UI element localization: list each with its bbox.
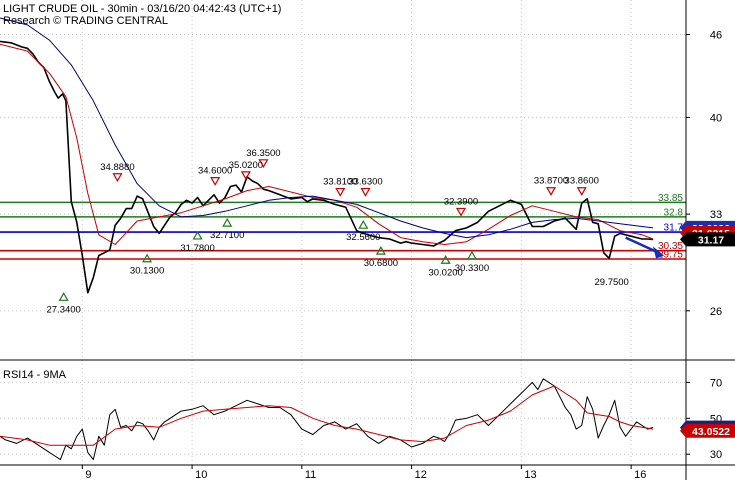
annotations-layer: 27.3400 34.8880 30.1300 31.7800 32.7100 34.60… [46,148,665,315]
chart-subtitle: Research © TRADING CENTRAL [3,15,168,27]
rsi-title: RSI14 - 9MA [3,369,67,381]
price-tick-label: 33 [710,209,722,221]
swing-high-label: 33.6300 [348,177,382,188]
swing-low-marker [358,219,369,229]
swing-high-marker [360,187,371,197]
swing-high-label: 33.8100 [323,177,357,188]
rsi-series-rsi_ma [0,385,654,446]
swing-high-label: 34.6000 [198,166,232,177]
price-tick-label: 46 [710,30,722,42]
swing-high-label: 32.3900 [444,196,478,207]
swing-low-marker [192,230,203,240]
swing-high-marker [112,173,123,182]
forecast-arrow-head [653,246,665,259]
x-tick-label: 10 [195,469,207,480]
series-layer [0,17,654,461]
swing-low-label: 30.3300 [455,263,489,274]
swing-low-label: 30.6800 [364,258,398,269]
swing-high-marker [258,159,269,169]
price-series-ma_slow [0,17,654,239]
level-label-33.85: 33.85 [658,193,683,204]
swing-high-marker [240,171,251,181]
swing-low-label: 27.3400 [46,304,80,315]
swing-high-marker [545,187,557,196]
rsi-series-rsi [0,378,654,461]
level-label-29.75: 29.75 [658,249,683,260]
rsi-tag-label: 43.0522 [692,426,730,438]
rsi-tick-label: 30 [710,449,722,461]
swing-low-marker [58,292,69,301]
swing-high-label: 34.8880 [100,162,134,173]
price-tag-bg [680,232,735,247]
swing-high-label: 36.3500 [246,148,280,159]
target-label: 29.7500 [595,277,629,288]
swing-high-label: 33.8700 [534,176,568,187]
swing-high-marker [455,207,467,217]
swing-low-label: 30.1300 [130,266,164,277]
x-tick-label: 9 [85,469,91,480]
level-label-30.35: 30.35 [658,241,683,252]
swing-low-label: 30.0200 [428,267,462,278]
price-tick-label: 26 [710,306,722,318]
x-tick-label: 13 [524,469,536,480]
x-tick-label: 11 [305,469,316,480]
chart-title: LIGHT CRUDE OIL - 30min - 03/16/20 04:42… [3,3,281,15]
rsi-tick-label: 70 [710,377,722,389]
price-tag-label: 31.17 [698,234,724,246]
price-tick-label: 40 [710,112,722,124]
rsi-tag-bg [680,423,735,438]
swing-low-marker [440,255,451,264]
swing-low-marker [375,245,386,255]
level-label-31.7: 31.7 [664,223,684,234]
swing-high-label: 33.8600 [565,176,599,187]
x-tick-label: 16 [634,469,646,480]
swing-low-marker [142,253,153,263]
x-tick-label: 12 [415,469,427,480]
swing-high-label: 35.0200 [229,160,263,171]
price-series-ma_fast [0,43,654,245]
swing-high-marker [335,187,346,197]
swing-low-label: 32.5600 [346,232,380,243]
swing-low-marker [222,217,233,227]
swing-high-marker [210,177,221,186]
swing-high-marker [576,187,587,196]
level-label-32.8: 32.8 [664,207,684,218]
swing-low-label: 32.7100 [210,230,244,241]
forecast-arrow-shaft [625,236,659,254]
swing-low-marker [466,250,478,260]
swing-low-label: 31.7800 [180,243,214,254]
tags-layer: 32.003631.631531.1744.785943.0522 [680,220,735,438]
